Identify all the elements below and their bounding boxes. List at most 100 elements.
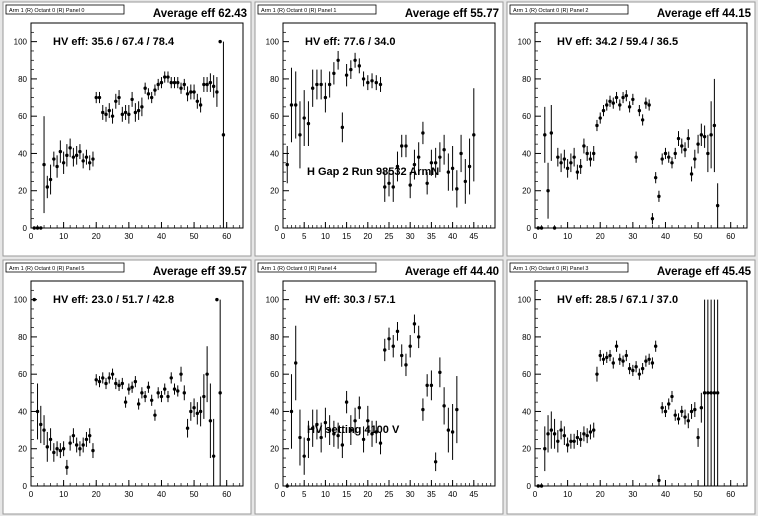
data-point [608,353,612,358]
data-point [421,131,425,135]
x-tick-label: 50 [190,232,199,241]
data-point [163,387,167,391]
data-point [549,428,554,432]
data-point [294,361,298,365]
data-point [536,226,540,230]
data-point [699,133,704,137]
data-point [421,407,425,412]
data-point [205,372,209,376]
y-tick-label: 0 [275,482,280,491]
data-point [332,432,336,436]
x-tick-label: 40 [448,232,457,241]
data-point [578,437,583,442]
x-tick-label: 5 [302,232,307,241]
data-point [605,355,609,360]
data-point [455,187,459,191]
y-tick-label: 0 [23,224,28,233]
data-point [306,437,311,442]
data-point [117,383,121,388]
data-point [285,162,289,167]
data-point [425,383,429,388]
data-point [149,398,154,402]
chart-panel-4: Arm 1 (R) Octant 0 (R) Panel 5 Average ef… [2,259,252,515]
panel-title: Arm 1 (R) Octant 0 (R) Panel 1 [261,8,337,14]
y-tick-label: 20 [18,445,27,454]
data-point [323,420,328,425]
data-point [189,409,193,414]
data-point [289,103,294,107]
data-point [582,432,586,436]
data-point [395,329,400,334]
x-tick-label: 0 [281,232,286,241]
data-point [336,433,340,438]
data-point [136,108,141,113]
data-point [198,103,203,107]
x-tick-label: 60 [726,490,735,499]
data-point [549,131,554,135]
x-tick-label: 40 [157,232,166,241]
data-point [627,366,632,371]
data-point [101,110,105,115]
data-point [446,170,451,174]
data-point [400,353,404,358]
data-point [123,400,128,404]
data-point [618,357,622,361]
data-point [378,82,383,87]
data-point [429,383,434,388]
y-tick-label: 100 [266,38,280,47]
panel-title-box [257,4,377,15]
data-point [172,80,177,85]
data-point [370,432,374,436]
x-tick-label: 0 [533,232,538,241]
data-point [450,430,455,434]
data-point [408,183,412,187]
data-point [663,151,668,156]
average-eff-label: Average eff 45.45 [657,266,752,278]
panel-background [2,259,252,515]
data-point [35,226,40,230]
data-point [68,146,72,150]
data-point [133,110,138,115]
data-point [153,88,157,92]
data-point [696,142,700,146]
data-point [361,77,366,81]
data-point [683,415,687,419]
data-point [556,439,560,443]
data-point [637,372,642,376]
data-point [146,385,151,389]
data-point [332,71,336,76]
data-point [48,437,53,442]
x-tick-label: 20 [363,232,372,241]
data-point [614,95,619,100]
data-point [578,164,583,169]
data-point [378,441,383,445]
data-point [163,75,167,79]
data-point [65,465,69,470]
data-point [58,149,63,154]
data-point [202,394,206,399]
data-point [123,110,128,115]
data-point [302,116,306,120]
data-point [370,79,374,83]
data-point [189,90,193,94]
data-point [673,413,677,417]
data-point [640,366,645,371]
x-tick-label: 10 [563,232,572,241]
data-point [536,484,540,488]
data-point [156,391,160,395]
data-point [156,82,160,87]
data-point [601,357,606,361]
panel-title: Arm 1 (R) Octant 0 (R) Panel 0 [9,8,85,14]
data-point [539,484,544,488]
panel-title: Arm 1 (R) Octant 0 (R) Panel 2 [513,8,589,14]
data-point [667,155,671,159]
data-point [715,203,720,208]
data-point [387,337,391,341]
data-point [110,372,115,376]
data-point [611,101,615,105]
data-point [595,372,599,376]
data-point [374,80,378,85]
y-tick-label: 60 [18,370,27,379]
y-tick-label: 20 [18,187,27,196]
data-point [438,370,442,375]
